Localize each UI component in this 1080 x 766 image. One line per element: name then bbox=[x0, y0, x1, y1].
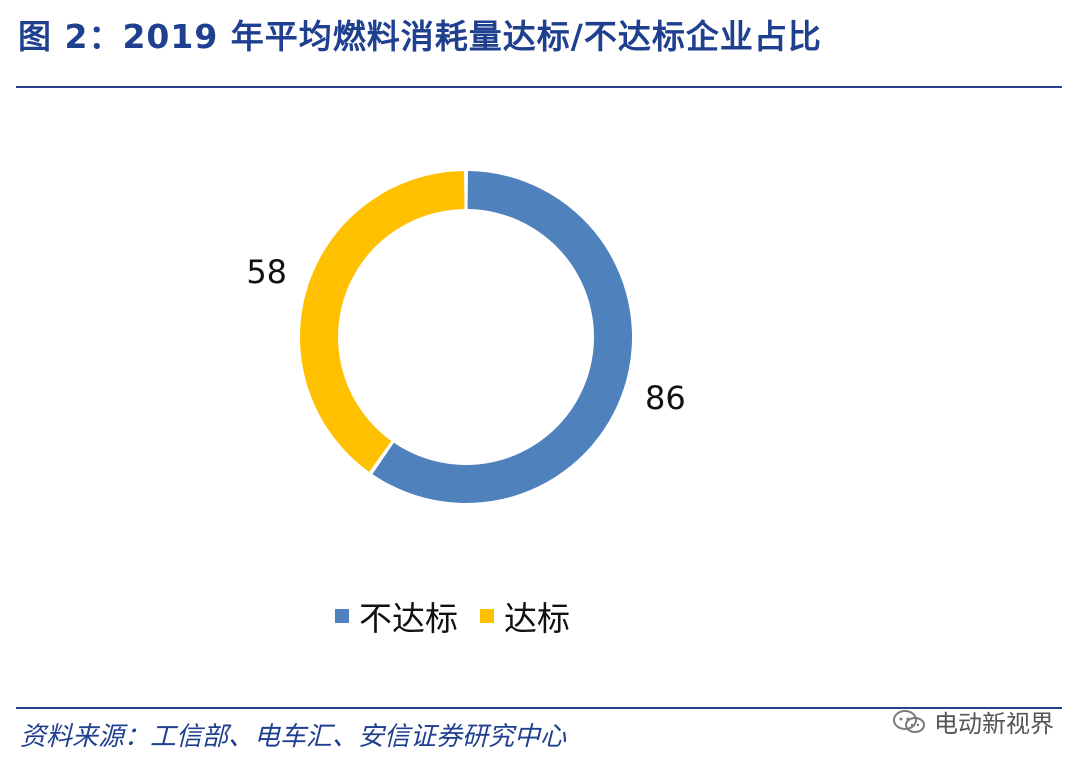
legend-swatch-compliant bbox=[480, 609, 494, 623]
legend-swatch-not-compliant bbox=[335, 609, 349, 623]
donut-slice-compliant bbox=[299, 171, 465, 472]
legend-label-not-compliant: 不达标 bbox=[359, 599, 458, 638]
wechat-icon bbox=[893, 709, 925, 733]
watermark-text: 电动新视界 bbox=[934, 710, 1054, 738]
watermark: 电动新视界 bbox=[892, 704, 1054, 739]
data-label-compliant: 58 bbox=[246, 253, 287, 291]
donut-slice-not-compliant bbox=[372, 171, 632, 504]
title-divider bbox=[16, 86, 1062, 88]
data-label-not-compliant: 86 bbox=[645, 379, 686, 417]
source-note: 资料来源：工信部、电车汇、安信证券研究中心 bbox=[20, 722, 567, 752]
chart-legend: 不达标 达标 bbox=[335, 592, 570, 640]
legend-label-compliant: 达标 bbox=[504, 599, 570, 638]
chart-title: 图 2：2019 年平均燃料消耗量达标/不达标企业占比 bbox=[18, 17, 822, 56]
legend-item-compliant: 达标 bbox=[480, 592, 570, 640]
source-divider bbox=[16, 707, 1062, 709]
legend-item-not-compliant: 不达标 bbox=[335, 592, 458, 640]
